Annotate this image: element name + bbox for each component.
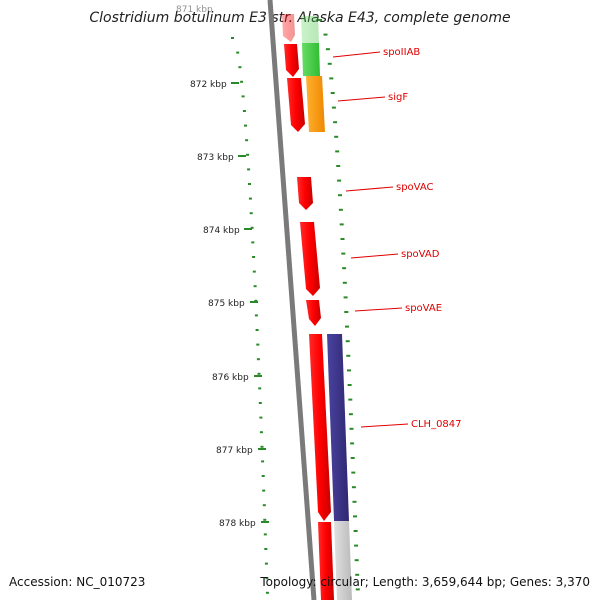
label-leader: [360, 423, 409, 428]
gene-arrow: [282, 14, 295, 42]
label-leader: [350, 253, 399, 259]
kbp-label: 872 kbp: [190, 80, 227, 90]
kbp-label: 875 kbp: [208, 299, 245, 309]
cog-block: [334, 521, 352, 600]
label-leader: [345, 186, 394, 192]
kbp-label: 877 kbp: [216, 446, 253, 456]
kbp-label: 873 kbp: [197, 153, 234, 163]
genome-backbone: [267, 0, 317, 600]
kbp-label: 874 kbp: [203, 226, 240, 236]
kbp-label: 878 kbp: [219, 519, 256, 529]
page-title: Clostridium botulinum E3 str. Alaska E43…: [89, 10, 511, 26]
inner-tick-ring: [231, 37, 269, 594]
cog-block: [327, 334, 349, 521]
label-leader: [354, 307, 403, 312]
gene-label-spoVAE[interactable]: spoVAE: [405, 303, 442, 314]
gene-arrow: [297, 177, 313, 210]
kbp-label: 871 kbp: [176, 5, 213, 15]
gene-arrow: [306, 300, 321, 326]
gene-label-spoVAD[interactable]: spoVAD: [401, 249, 440, 260]
gene-arrow: [309, 334, 331, 521]
gene-label-CLH_0847[interactable]: CLH_0847: [411, 419, 462, 430]
gene-arrow: [300, 222, 320, 296]
accession-text: Accession: NC_010723: [9, 575, 146, 589]
gene-label-spoIIAB[interactable]: spoIIAB: [383, 47, 420, 58]
gene-label-sigF[interactable]: sigF: [388, 92, 408, 103]
cog-block: [301, 16, 319, 43]
label-leader: [337, 96, 386, 102]
outer-tick-ring: [318, 19, 360, 591]
cog-block: [302, 43, 320, 76]
gene-arrow: [284, 44, 299, 77]
gene-arrow: [318, 522, 334, 600]
gene-arrow: [287, 78, 305, 132]
cog-block: [306, 76, 325, 132]
kbp-label: 876 kbp: [212, 373, 249, 383]
topology-summary: Topology: circular; Length: 3,659,644 bp…: [260, 575, 590, 589]
label-leader: [332, 51, 381, 58]
gene-label-spoVAC[interactable]: spoVAC: [396, 182, 434, 193]
